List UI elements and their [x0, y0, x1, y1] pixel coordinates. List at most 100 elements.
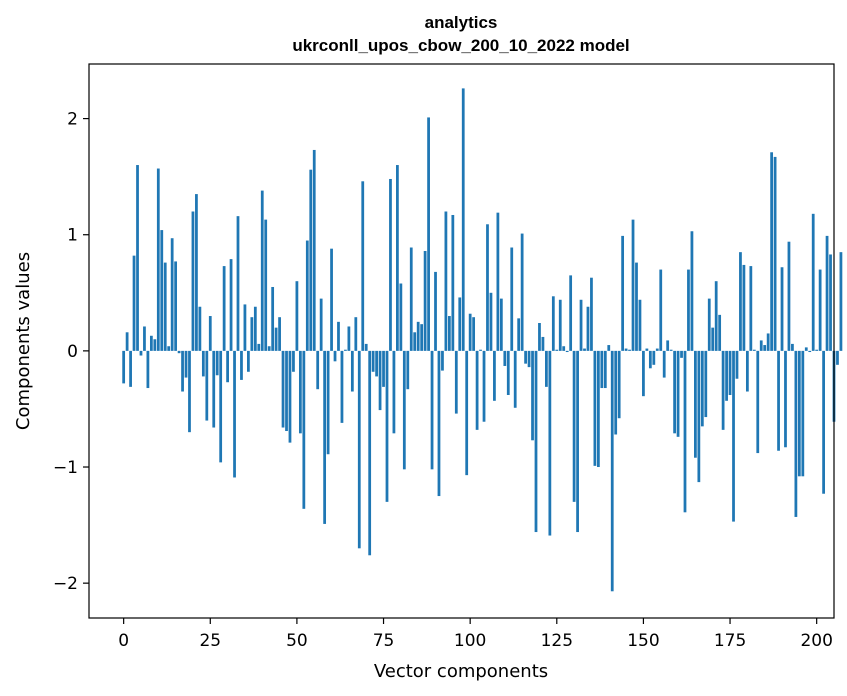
bar: [825, 235, 829, 351]
bar: [486, 224, 489, 351]
bar: [718, 314, 722, 351]
bar: [354, 317, 358, 351]
bar: [344, 349, 347, 351]
bar: [697, 350, 701, 483]
bar: [184, 350, 188, 378]
bar: [752, 349, 756, 351]
bar: [707, 298, 711, 351]
x-tick-label: 75: [373, 631, 395, 651]
bar: [531, 350, 534, 441]
bar: [590, 277, 593, 351]
bar: [614, 350, 618, 435]
bar: [170, 238, 174, 351]
bar: [465, 350, 469, 476]
x-axis-label: Vector components: [374, 661, 548, 682]
bar: [801, 350, 805, 477]
bar: [153, 339, 157, 351]
bar: [191, 211, 195, 351]
bar: [295, 281, 299, 351]
y-axis-label: Components values: [13, 252, 34, 430]
bar: [302, 350, 306, 509]
bar: [621, 235, 625, 351]
bar: [759, 340, 763, 351]
bar: [350, 350, 354, 392]
bar: [766, 333, 770, 351]
bar: [704, 350, 708, 418]
bar: [711, 327, 715, 351]
bar: [475, 350, 479, 430]
bar: [565, 350, 569, 353]
bar: [836, 350, 839, 365]
bar: [676, 350, 680, 437]
bar: [586, 306, 590, 351]
bar: [298, 350, 302, 434]
bar: [673, 350, 676, 434]
bar: [624, 348, 628, 351]
bar: [267, 346, 271, 351]
bar: [659, 269, 663, 351]
bar: [212, 350, 216, 428]
bar: [274, 327, 278, 351]
bar: [700, 350, 704, 427]
bar: [129, 350, 132, 387]
bar: [499, 298, 503, 351]
bar: [174, 261, 178, 351]
bar: [382, 350, 385, 387]
bar: [188, 350, 191, 433]
bar: [739, 252, 742, 351]
x-tick-label: 100: [454, 631, 486, 651]
bar: [396, 165, 399, 351]
bar: [215, 350, 219, 376]
bar: [773, 156, 777, 351]
bar: [222, 266, 226, 351]
bar: [437, 350, 441, 497]
bar: [503, 350, 507, 366]
bar: [520, 233, 524, 351]
bar: [472, 317, 476, 351]
bar: [427, 117, 430, 351]
bar: [181, 350, 184, 392]
bar: [829, 254, 832, 351]
bar: [745, 350, 749, 392]
bar: [662, 350, 666, 378]
x-tick-label: 200: [800, 631, 832, 651]
bar: [763, 345, 767, 351]
bar: [198, 306, 202, 351]
bar: [468, 313, 472, 351]
bar: [454, 350, 458, 414]
bar: [610, 350, 614, 592]
bar: [451, 214, 455, 351]
x-tick-label: 25: [199, 631, 221, 651]
bar: [714, 281, 718, 351]
plot-frame: [88, 63, 835, 619]
y-tick-label: 0: [67, 342, 78, 362]
bar: [513, 350, 517, 408]
bar: [517, 318, 521, 351]
bar: [839, 252, 843, 351]
bar: [725, 350, 728, 401]
bar: [434, 271, 437, 351]
bar: [385, 350, 389, 502]
bar: [669, 349, 673, 351]
bar: [243, 304, 247, 351]
bar: [510, 247, 514, 351]
bar: [631, 219, 635, 351]
x-tick-label: 125: [541, 631, 573, 651]
bar: [316, 350, 320, 390]
bar: [167, 346, 171, 351]
bar: [149, 335, 153, 351]
bar: [607, 345, 611, 351]
bar: [635, 262, 638, 351]
bar: [694, 350, 697, 458]
bar: [749, 266, 753, 351]
bar: [247, 350, 250, 372]
bar: [253, 306, 257, 351]
bar: [444, 211, 448, 351]
bar: [534, 350, 538, 533]
bar: [416, 321, 420, 351]
bar: [541, 336, 545, 351]
chart-subtitle: ukrconll_upos_cbow_200_10_2022 model: [292, 36, 629, 55]
bar: [787, 241, 791, 351]
bar: [441, 350, 444, 371]
bar: [576, 350, 579, 533]
